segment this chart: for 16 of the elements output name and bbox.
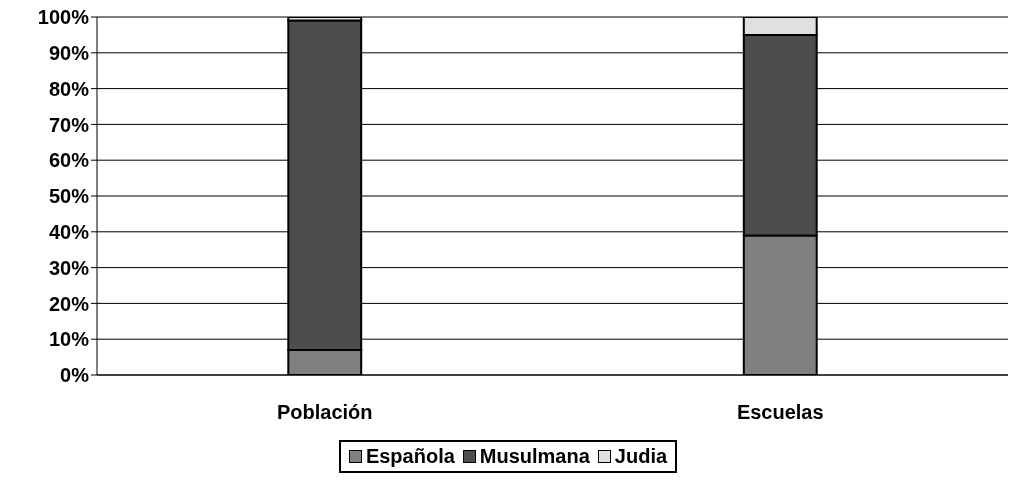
- y-tick-label: 10%: [48, 328, 90, 351]
- y-tick-label: 90%: [48, 41, 90, 64]
- y-tick-label: 0%: [60, 364, 90, 387]
- legend-label: Musulmana: [479, 445, 590, 468]
- y-tick-label: 30%: [48, 256, 90, 279]
- y-tick-label: 80%: [48, 77, 90, 100]
- x-tick-label: Población: [276, 401, 373, 424]
- y-tick-label: 70%: [48, 113, 90, 136]
- x-tick-label: Escuelas: [736, 401, 824, 424]
- y-tick-label: 50%: [48, 185, 90, 208]
- y-tick-label: 60%: [48, 149, 90, 172]
- legend-label: Española: [365, 445, 455, 468]
- y-tick-label: 40%: [48, 220, 90, 243]
- y-tick-label: 20%: [48, 292, 90, 315]
- legend-label: Judia: [614, 445, 668, 468]
- y-tick-label: 100%: [37, 6, 90, 29]
